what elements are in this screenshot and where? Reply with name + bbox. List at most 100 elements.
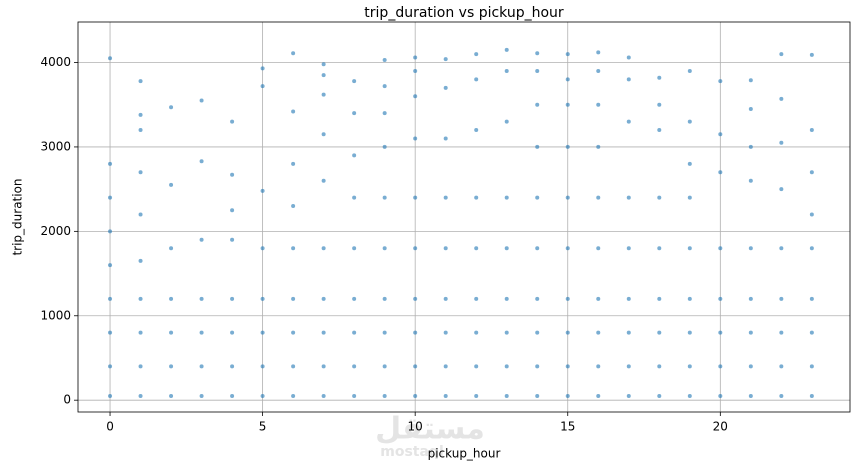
point — [413, 393, 418, 398]
point — [199, 98, 204, 103]
point — [138, 258, 143, 263]
point — [748, 106, 753, 111]
point — [108, 56, 113, 61]
point — [657, 330, 662, 335]
point — [687, 68, 692, 73]
point — [535, 330, 540, 335]
point — [809, 212, 814, 217]
point — [657, 128, 662, 133]
point — [809, 364, 814, 369]
point — [199, 330, 204, 335]
point — [504, 393, 509, 398]
point — [138, 296, 143, 301]
point — [321, 73, 326, 78]
point — [718, 132, 723, 137]
point — [413, 246, 418, 251]
point — [199, 237, 204, 242]
point — [443, 330, 448, 335]
point — [169, 330, 174, 335]
point — [748, 364, 753, 369]
point — [718, 364, 723, 369]
point — [321, 92, 326, 97]
point — [626, 77, 631, 82]
point — [138, 170, 143, 175]
point — [108, 195, 113, 200]
point — [504, 47, 509, 52]
point — [291, 364, 296, 369]
point — [352, 111, 357, 116]
point — [230, 364, 235, 369]
point — [443, 195, 448, 200]
point — [230, 296, 235, 301]
point — [565, 144, 570, 149]
point — [169, 364, 174, 369]
point — [474, 364, 479, 369]
x-tick-label: 0 — [106, 420, 114, 434]
point — [230, 119, 235, 124]
point — [230, 393, 235, 398]
x-tick-label: 5 — [259, 420, 267, 434]
point — [291, 109, 296, 114]
point — [626, 246, 631, 251]
point — [352, 296, 357, 301]
point — [748, 393, 753, 398]
point — [779, 296, 784, 301]
point — [596, 102, 601, 107]
watermark: مستقل — [375, 412, 485, 447]
point — [748, 78, 753, 83]
point — [413, 364, 418, 369]
point — [687, 364, 692, 369]
point — [108, 364, 113, 369]
point — [199, 393, 204, 398]
point — [809, 170, 814, 175]
point — [535, 68, 540, 73]
point — [565, 246, 570, 251]
point — [718, 170, 723, 175]
point — [779, 187, 784, 192]
point — [443, 296, 448, 301]
point — [413, 94, 418, 99]
point — [474, 246, 479, 251]
point — [169, 393, 174, 398]
point — [443, 246, 448, 251]
point — [809, 246, 814, 251]
point — [504, 119, 509, 124]
point — [352, 364, 357, 369]
point — [108, 296, 113, 301]
point — [565, 77, 570, 82]
point — [108, 229, 113, 234]
x-tick-label: 15 — [560, 420, 575, 434]
point — [321, 364, 326, 369]
point — [474, 52, 479, 57]
point — [596, 246, 601, 251]
point — [413, 330, 418, 335]
points — [108, 47, 814, 398]
x-tick-label: 20 — [713, 420, 728, 434]
point — [260, 84, 265, 89]
point — [230, 208, 235, 213]
point — [718, 330, 723, 335]
point — [138, 364, 143, 369]
point — [779, 52, 784, 57]
point — [687, 296, 692, 301]
point — [565, 52, 570, 57]
point — [535, 144, 540, 149]
point — [291, 51, 296, 56]
point — [596, 144, 601, 149]
point — [138, 393, 143, 398]
point — [626, 364, 631, 369]
point — [260, 296, 265, 301]
point — [260, 364, 265, 369]
point — [321, 62, 326, 67]
point — [535, 296, 540, 301]
point — [413, 68, 418, 73]
point — [352, 393, 357, 398]
point — [657, 195, 662, 200]
point — [474, 330, 479, 335]
point — [474, 393, 479, 398]
point — [169, 296, 174, 301]
point — [413, 136, 418, 141]
point — [565, 296, 570, 301]
